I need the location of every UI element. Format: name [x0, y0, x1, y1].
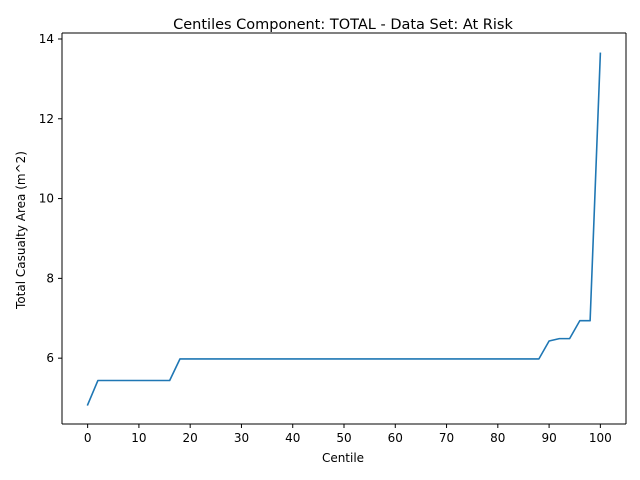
y-tick-label: 6: [46, 351, 54, 365]
chart-title: Centiles Component: TOTAL - Data Set: At…: [173, 17, 513, 33]
y-tick-label: 14: [39, 32, 54, 46]
x-tick-label: 0: [84, 431, 92, 445]
x-tick-label: 50: [336, 431, 351, 445]
x-tick-label: 40: [285, 431, 300, 445]
y-tick-label: 12: [39, 112, 54, 126]
x-tick-label: 30: [234, 431, 249, 445]
series-line-0: [86, 52, 602, 406]
x-axis-label: Centile: [322, 451, 364, 465]
y-tick-label: 8: [46, 271, 54, 285]
x-tick-label: 20: [183, 431, 198, 445]
y-axis-label: Total Casualty Area (m^2): [14, 151, 28, 310]
x-tick-label: 60: [388, 431, 403, 445]
plot-area: 0 10 20 30 40 50 60 70 80 90 100 6 8 10 12 14: [39, 32, 627, 445]
x-tick-label: 100: [589, 431, 612, 445]
x-tick-label: 80: [490, 431, 505, 445]
x-tick-label: 10: [131, 431, 146, 445]
y-tick-label: 10: [39, 192, 54, 206]
x-tick-label: 70: [439, 431, 454, 445]
x-tick-label: 90: [541, 431, 556, 445]
